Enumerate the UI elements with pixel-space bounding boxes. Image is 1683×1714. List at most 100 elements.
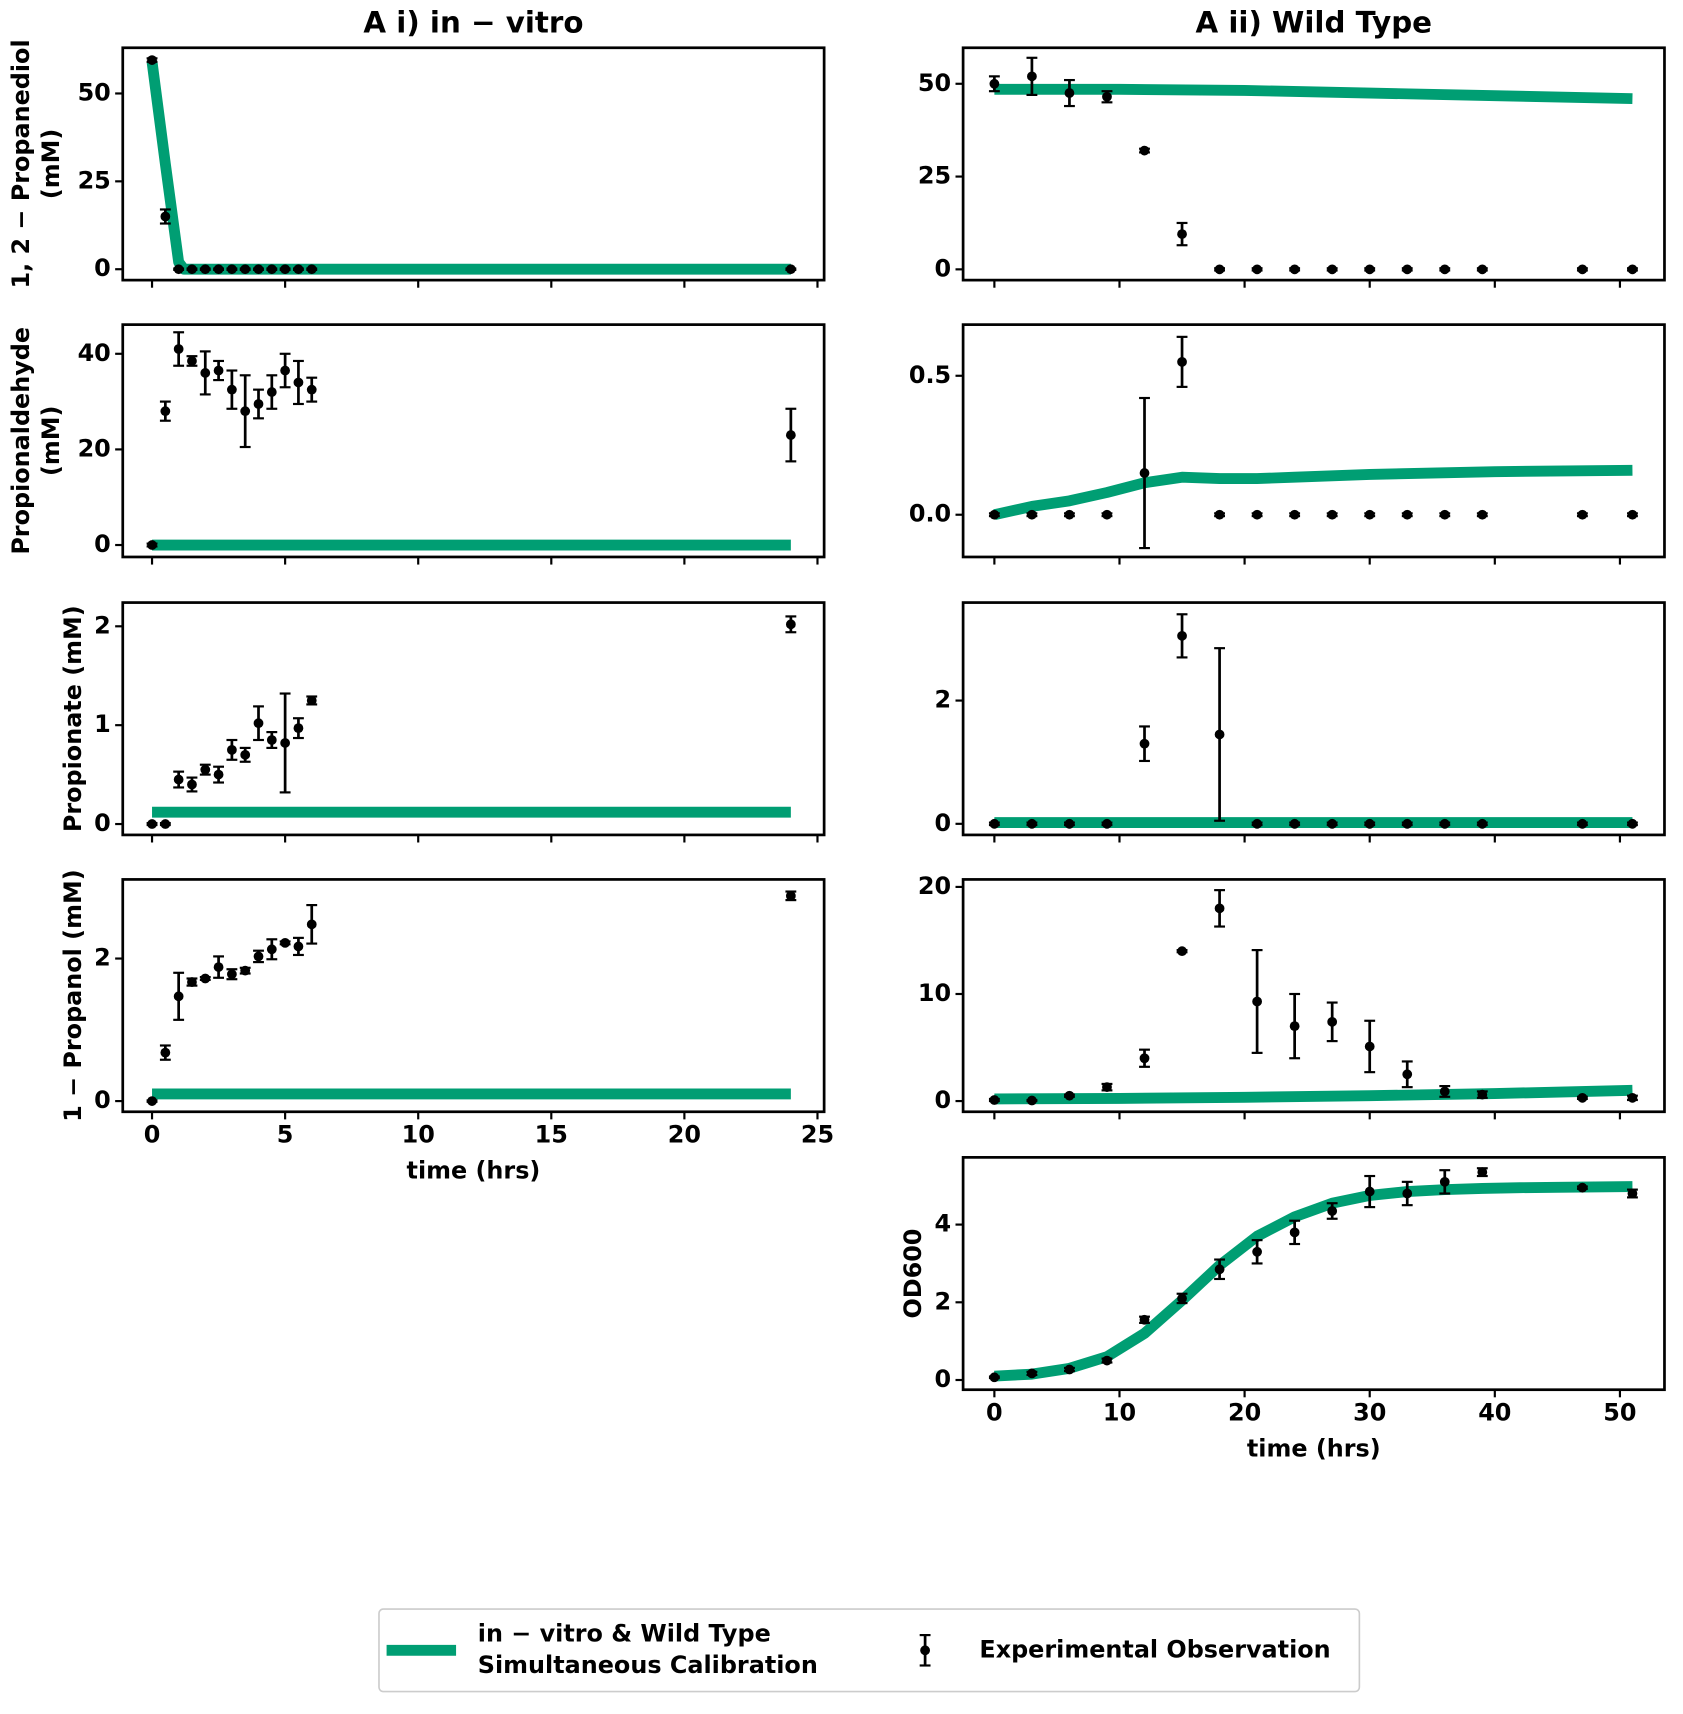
observation bbox=[1439, 818, 1451, 829]
observation bbox=[1439, 264, 1451, 275]
observation bbox=[173, 264, 185, 275]
observation bbox=[279, 264, 291, 275]
observation bbox=[1176, 1292, 1188, 1305]
observation bbox=[1176, 335, 1188, 388]
observation bbox=[213, 359, 225, 382]
observation bbox=[1401, 509, 1413, 520]
observation bbox=[1251, 509, 1263, 520]
plot-frame bbox=[121, 46, 826, 282]
x-tick-label: 20 bbox=[668, 1121, 701, 1149]
plot-frame bbox=[961, 878, 1666, 1114]
observation bbox=[306, 695, 318, 706]
observation bbox=[1026, 509, 1038, 520]
y-tick-label: 4 bbox=[935, 1210, 952, 1238]
model-line bbox=[994, 83, 1633, 105]
observation bbox=[1364, 509, 1376, 520]
observation bbox=[1476, 264, 1488, 275]
observation bbox=[146, 55, 158, 65]
y-tick-label: 20 bbox=[918, 872, 951, 900]
x-tick-label: 30 bbox=[1353, 1399, 1386, 1427]
y-tick-label: 2 bbox=[94, 611, 111, 639]
y-tick-label: 0.5 bbox=[909, 361, 951, 389]
observation bbox=[1026, 1095, 1038, 1106]
observation bbox=[1476, 1089, 1488, 1100]
observation bbox=[266, 264, 278, 275]
x-tick-label: 5 bbox=[277, 1121, 294, 1149]
observation bbox=[146, 540, 158, 550]
y-axis-label: 1, 2 − Propanediol bbox=[7, 39, 35, 288]
observation bbox=[1026, 56, 1038, 96]
y-tick-label: 2 bbox=[935, 1287, 952, 1315]
observation bbox=[1289, 264, 1301, 275]
model-line bbox=[146, 61, 791, 275]
observation bbox=[279, 937, 291, 948]
observation bbox=[1101, 90, 1113, 104]
y-tick-label: 0 bbox=[935, 809, 952, 837]
observation bbox=[1401, 818, 1413, 829]
observation bbox=[1026, 1368, 1038, 1379]
observation bbox=[1176, 946, 1188, 957]
legend-marker bbox=[920, 1645, 930, 1656]
observation bbox=[1214, 509, 1226, 520]
y-tick-label: 0 bbox=[94, 809, 111, 837]
x-tick-label: 0 bbox=[144, 1121, 161, 1149]
y-tick-label: 1 bbox=[94, 710, 111, 738]
observation bbox=[253, 264, 264, 275]
observation bbox=[159, 819, 171, 829]
observation bbox=[173, 770, 185, 789]
observation bbox=[1364, 818, 1376, 829]
observation bbox=[1176, 613, 1188, 659]
observation bbox=[293, 264, 304, 275]
plot-frame bbox=[121, 601, 826, 837]
observation bbox=[1101, 1355, 1113, 1366]
observation bbox=[1064, 78, 1075, 108]
observation bbox=[988, 75, 1000, 93]
observation bbox=[1139, 725, 1150, 763]
observation bbox=[1476, 818, 1488, 829]
observation bbox=[1289, 818, 1301, 829]
observation bbox=[1627, 818, 1638, 829]
y-axis-label: Propionate (mM) bbox=[59, 605, 87, 832]
observation bbox=[226, 369, 238, 410]
observation bbox=[1214, 647, 1226, 822]
observation bbox=[1326, 264, 1338, 275]
observation bbox=[1576, 818, 1588, 829]
x-axis-label: time (hrs) bbox=[407, 1156, 541, 1184]
observation bbox=[1439, 1084, 1451, 1098]
observation bbox=[1289, 1219, 1301, 1246]
observation bbox=[159, 1044, 171, 1061]
legend-label: Experimental Observation bbox=[979, 1635, 1330, 1663]
y-axis-label: (mM) bbox=[37, 406, 65, 476]
observation bbox=[1401, 1180, 1413, 1207]
x-axis-label: time (hrs) bbox=[1247, 1434, 1381, 1462]
model-line bbox=[994, 1181, 1633, 1382]
observation bbox=[785, 890, 797, 902]
observation bbox=[1627, 1092, 1638, 1103]
observation bbox=[159, 208, 171, 225]
observation bbox=[1627, 264, 1638, 275]
observation bbox=[1326, 1001, 1338, 1043]
observation bbox=[306, 904, 318, 945]
observation bbox=[1214, 1258, 1226, 1281]
observation bbox=[988, 1095, 1000, 1105]
plot-frame bbox=[961, 601, 1666, 837]
y-tick-label: 10 bbox=[918, 979, 951, 1007]
x-tick-label: 10 bbox=[1103, 1399, 1136, 1427]
observation bbox=[988, 509, 1000, 520]
observation bbox=[1251, 949, 1263, 1054]
legend-box bbox=[378, 1608, 1361, 1693]
y-tick-label: 0 bbox=[94, 530, 111, 558]
y-tick-label: 0 bbox=[94, 1086, 111, 1114]
observation bbox=[173, 331, 185, 367]
observation bbox=[159, 400, 171, 422]
observation bbox=[293, 359, 304, 406]
observation bbox=[239, 264, 251, 275]
observation bbox=[1576, 1092, 1588, 1103]
observation bbox=[253, 949, 264, 964]
observation bbox=[1401, 264, 1413, 275]
observation bbox=[1214, 889, 1226, 928]
x-tick-label: 20 bbox=[1228, 1399, 1261, 1427]
observation bbox=[1364, 264, 1376, 275]
observation bbox=[1139, 145, 1150, 156]
